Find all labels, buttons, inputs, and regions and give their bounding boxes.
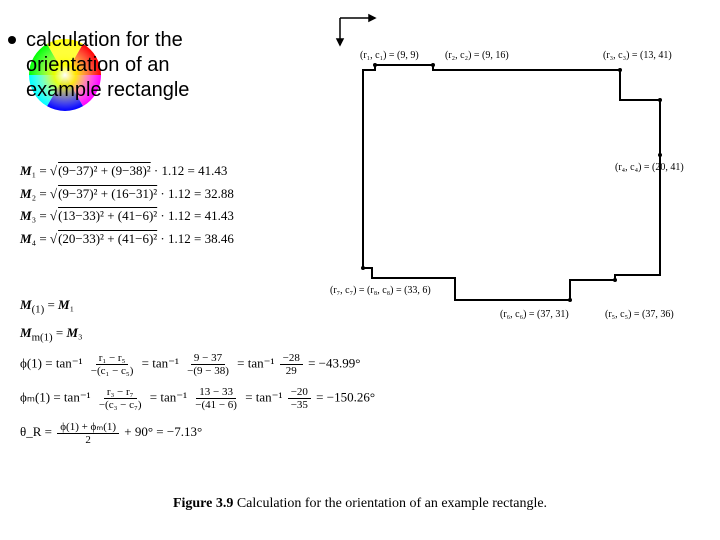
bullet-item: calculation for the orientation of an ex…: [8, 28, 206, 103]
eq-m3: M₃ = √(13−33)² + (41−6)² · 1.12 = 41.43: [20, 206, 234, 226]
eq-m1: M₁ = √(9−37)² + (9−38)² · 1.12 = 41.43: [20, 161, 234, 181]
m-equations: M₁ = √(9−37)² + (9−38)² · 1.12 = 41.43 M…: [20, 158, 234, 251]
eq-m2: M₂ = √(9−37)² + (16−31)² · 1.12 = 32.88: [20, 184, 234, 204]
label-c4: (r₄, c₄) = (20, 41): [615, 162, 684, 173]
eq-phi1: ϕ(1) = tan⁻¹ r₁ − r₅−(c₁ − c₅) = tan⁻¹ 9…: [20, 352, 375, 377]
eq-theta: θ_R = ϕ(1) + ϕₘ(1)2 + 90° = −7.13°: [20, 420, 375, 446]
rectangle-diagram: (r₁, c₁) = (9, 9) (r₂, c₂) = (9, 16) (r₃…: [315, 10, 700, 330]
bullet-text: calculation for the orientation of an ex…: [26, 28, 206, 103]
label-c6: (r₆, c₆) = (37, 31): [500, 309, 569, 320]
label-c3: (r₃, c₃) = (13, 41): [603, 50, 672, 61]
label-c7: (r₇, c₇) = (r₈, c₈) = (33, 6): [330, 285, 431, 296]
label-c1: (r₁, c₁) = (9, 9): [360, 50, 419, 61]
figure-caption: Figure 3.9 Calculation for the orientati…: [0, 496, 720, 512]
bullet-dot: [8, 36, 16, 44]
eq-m4: M₄ = √(20−33)² + (41−6)² · 1.12 = 38.46: [20, 229, 234, 249]
label-c5: (r₅, c₅) = (37, 36): [605, 309, 674, 320]
label-c2: (r₂, c₂) = (9, 16): [445, 50, 509, 61]
eq-phim: ϕₘ(1) = tan⁻¹ r₃ − r₇−(c₃ − c₇) = tan⁻¹ …: [20, 386, 375, 411]
